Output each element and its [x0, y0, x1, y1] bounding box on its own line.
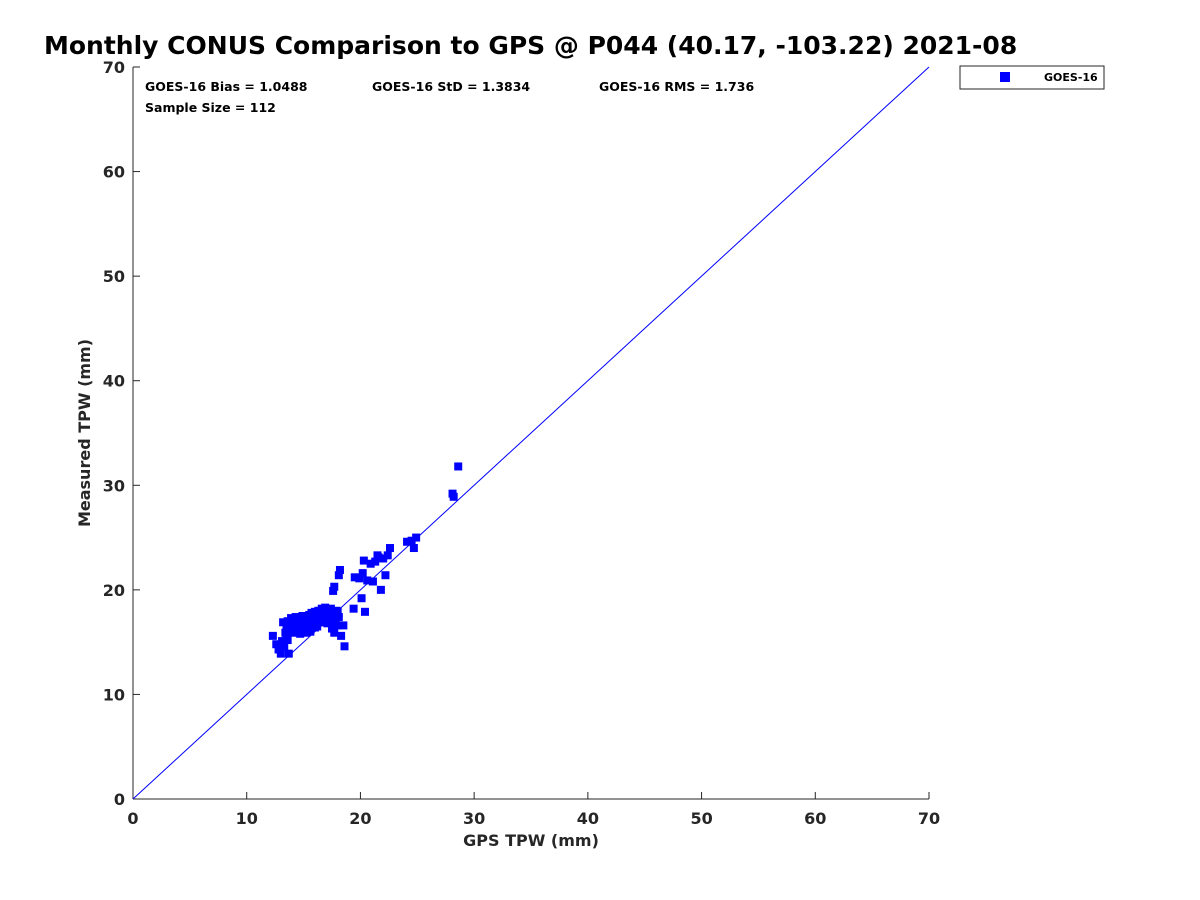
data-point	[339, 621, 348, 630]
data-point	[329, 586, 338, 595]
data-point	[335, 565, 344, 574]
y-axis-ticks: 0 10 20 30 40 50 60 70	[103, 58, 140, 809]
data-points	[268, 462, 463, 658]
x-tick-label: 60	[804, 809, 826, 828]
y-tick-label: 60	[103, 163, 125, 182]
data-point	[309, 616, 318, 625]
y-axis-label: Measured TPW (mm)	[75, 339, 94, 527]
data-point	[363, 576, 372, 585]
x-tick-label: 50	[690, 809, 712, 828]
data-point	[326, 617, 335, 626]
data-point	[274, 645, 283, 654]
y-tick-label: 0	[114, 790, 125, 809]
stat-bias: GOES-16 Bias = 1.0488	[145, 79, 307, 94]
data-point	[301, 618, 310, 627]
data-point	[328, 624, 336, 633]
data-point	[334, 571, 343, 580]
data-point	[314, 610, 323, 619]
data-point	[291, 613, 300, 622]
legend-box	[959, 65, 1105, 90]
data-point	[321, 618, 330, 627]
data-point	[330, 628, 339, 637]
data-point	[371, 557, 380, 566]
data-point	[337, 631, 346, 640]
data-point	[409, 544, 418, 553]
data-point	[407, 536, 416, 545]
data-point	[403, 537, 412, 546]
plot-area: 0 10 20 30 40 50 60 70 0 10 20 30 40 50 60 70	[103, 58, 940, 828]
one-to-one-line	[132, 66, 930, 800]
data-point	[328, 607, 336, 616]
stat-sample-size: Sample Size = 112	[145, 100, 276, 115]
legend-marker-goes16	[1000, 72, 1010, 82]
data-point	[379, 554, 388, 563]
data-point	[276, 649, 285, 658]
x-axis-ticks: 0 10 20 30 40 50 60 70	[127, 792, 940, 828]
data-point	[381, 571, 390, 580]
y-tick-label: 10	[103, 685, 125, 704]
data-point	[331, 618, 340, 627]
data-point	[281, 628, 290, 637]
data-point	[368, 577, 377, 586]
x-axis-label: GPS TPW (mm)	[463, 831, 599, 850]
data-point	[349, 604, 358, 613]
data-point	[272, 640, 281, 649]
data-point	[412, 533, 421, 542]
legend-label-goes16: GOES-16	[1044, 71, 1098, 84]
y-tick-label: 20	[103, 581, 125, 600]
data-point	[287, 619, 296, 628]
data-point	[376, 585, 385, 594]
data-point	[334, 613, 343, 622]
data-point	[340, 642, 349, 651]
stat-rms: GOES-16 RMS = 1.736	[599, 79, 754, 94]
data-point	[280, 642, 289, 651]
data-point	[355, 574, 364, 583]
y-tick-label: 30	[103, 476, 125, 495]
x-tick-label: 20	[349, 809, 371, 828]
data-point	[330, 582, 339, 591]
data-point	[302, 626, 311, 635]
data-point	[454, 462, 463, 471]
data-point	[320, 606, 329, 615]
data-point	[277, 637, 286, 646]
legend: GOES-16	[959, 65, 1105, 90]
data-point	[350, 573, 359, 582]
data-point	[449, 492, 458, 501]
data-point	[360, 607, 369, 616]
data-point	[359, 556, 368, 565]
data-point	[282, 633, 291, 642]
y-tick-label: 40	[103, 372, 125, 391]
data-point	[279, 618, 288, 627]
x-tick-label: 30	[463, 809, 485, 828]
data-point	[358, 569, 367, 578]
y-tick-label: 50	[103, 267, 125, 286]
reference-line-group	[132, 66, 930, 800]
y-tick-label: 70	[103, 58, 125, 77]
data-point	[383, 551, 392, 560]
stat-std: GOES-16 StD = 1.3834	[372, 79, 530, 94]
data-point	[366, 559, 375, 568]
data-point	[374, 553, 383, 562]
data-point	[357, 594, 366, 603]
data-point	[310, 623, 319, 632]
stats-annotations: GOES-16 Bias = 1.0488 GOES-16 StD = 1.38…	[145, 79, 754, 115]
data-point	[268, 631, 277, 640]
data-point	[333, 607, 342, 616]
data-point	[295, 627, 304, 636]
x-tick-label: 40	[577, 809, 599, 828]
data-point	[292, 621, 301, 630]
data-point	[284, 649, 293, 658]
x-tick-label: 0	[127, 809, 138, 828]
x-tick-label: 10	[236, 809, 258, 828]
chart-title: Monthly CONUS Comparison to GPS @ P044 (…	[44, 31, 1017, 60]
data-point	[307, 608, 316, 617]
data-point	[385, 544, 394, 553]
x-tick-label: 70	[918, 809, 940, 828]
